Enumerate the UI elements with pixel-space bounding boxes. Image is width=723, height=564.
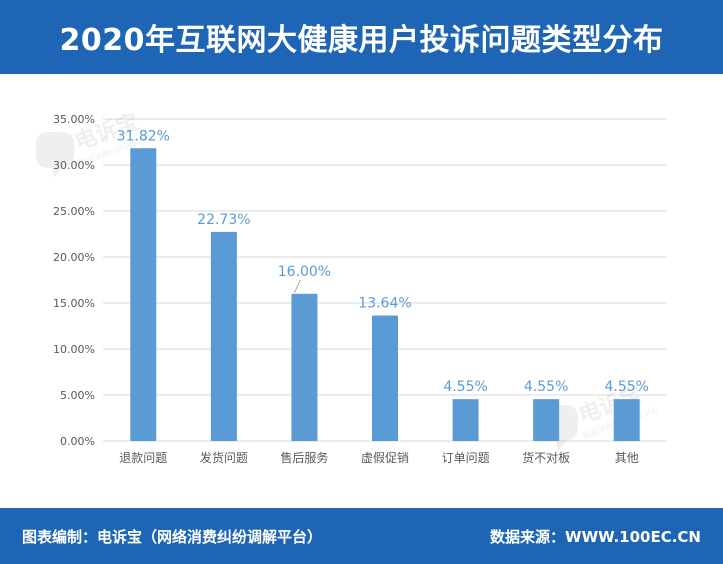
data-label: 31.82% (117, 128, 170, 144)
chart-area: 0.00% 5.00% 10.00% 15.00% 20.00% 25.00% 30.00%… (0, 74, 723, 508)
title-banner: 2020年互联网大健康用户投诉问题类型分布 (0, 0, 723, 74)
bar (372, 315, 398, 441)
data-label: 4.55% (443, 379, 487, 395)
bar (452, 399, 479, 441)
footer-source: 数据来源：WWW.100EC.CN (490, 528, 701, 546)
data-label: 4.55% (604, 379, 648, 395)
y-tick-label: 5.00% (60, 389, 95, 402)
watermark-icon (36, 132, 74, 178)
data-label: 13.64% (358, 296, 411, 312)
data-label: 4.55% (524, 379, 568, 395)
data-label: 22.73% (197, 212, 250, 228)
x-tick-label: 售后服务 (280, 450, 328, 465)
footer-credit: 图表编制：电诉宝（网络消费纠纷调解平台） (22, 528, 323, 546)
bar (130, 148, 157, 442)
y-tick-label: 20.00% (53, 251, 95, 264)
page-title: 2020年互联网大健康用户投诉问题类型分布 (59, 23, 664, 58)
y-tick-label: 35.00% (53, 113, 95, 126)
x-tick-label: 货不对板 (522, 450, 570, 465)
y-tick-label: 0.00% (60, 435, 95, 448)
grid-layer: 0.00% 5.00% 10.00% 15.00% 20.00% 25.00% 30.00%… (53, 113, 667, 448)
x-tick-label: 虚假促销 (361, 451, 409, 465)
bar (533, 399, 560, 441)
y-tick-label: 25.00% (53, 205, 95, 218)
x-tick-label: 退款问题 (119, 451, 167, 465)
footer-banner: 图表编制：电诉宝（网络消费纠纷调解平台） 数据来源：WWW.100EC.CN (0, 508, 723, 564)
x-tick-label: 其他 (615, 451, 639, 465)
data-label: 16.00% (278, 264, 331, 280)
y-tick-label: 15.00% (53, 297, 95, 310)
watermark-layer: 电诉宝网络消费纠纷调解平台电诉宝网络消费纠纷调解平台 (36, 109, 660, 451)
x-tick-label: 订单问题 (442, 451, 490, 465)
labels-layer: 31.82% 退款问题 22.73% 发货问题 16.00% 售后服务 13.64% 虚假促销… (117, 128, 649, 465)
bar (210, 231, 237, 441)
bar (291, 293, 318, 441)
y-tick-label: 30.00% (53, 159, 95, 172)
bar-chart: 0.00% 5.00% 10.00% 15.00% 20.00% 25.00% 30.00%… (36, 109, 667, 465)
x-tick-label: 发货问题 (200, 450, 248, 465)
bars-layer (130, 148, 640, 442)
leader-line (293, 279, 301, 294)
bar (613, 399, 640, 441)
y-tick-label: 10.00% (53, 343, 95, 356)
